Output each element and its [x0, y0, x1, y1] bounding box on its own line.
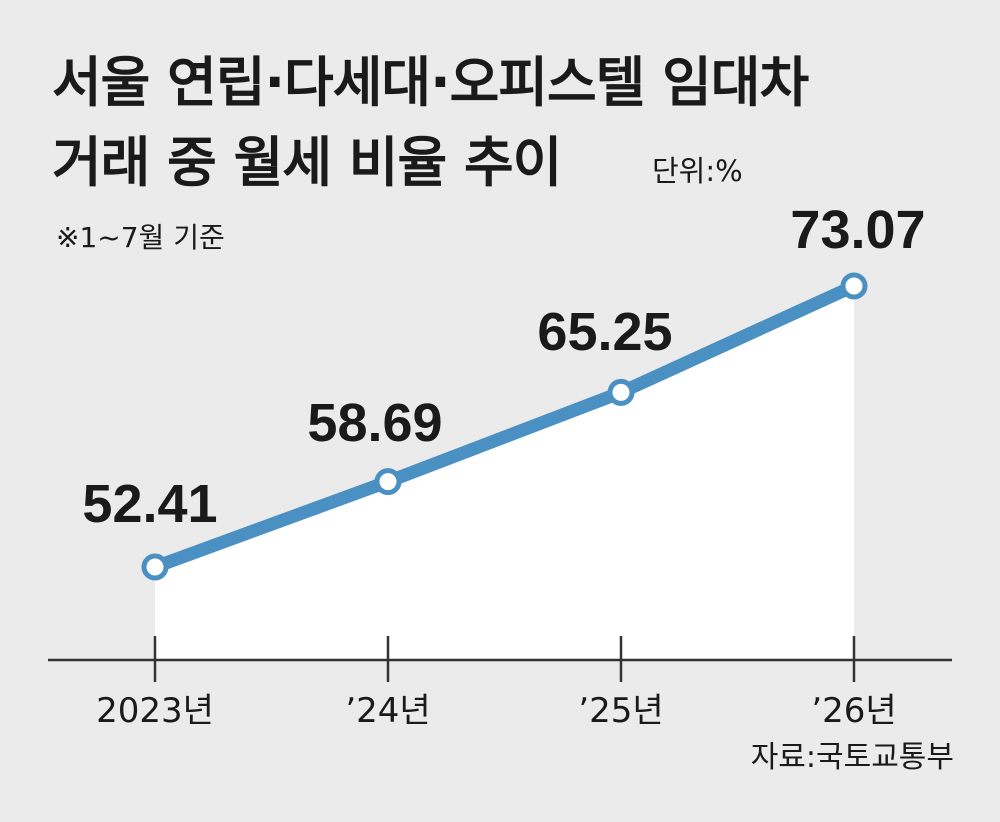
- area-fill: [155, 286, 854, 660]
- data-point: [840, 272, 868, 300]
- source-note: 자료:국토교통부: [750, 740, 954, 775]
- data-label: 73.07: [790, 200, 925, 260]
- data-label: 58.69: [307, 393, 442, 453]
- data-point: [141, 553, 169, 581]
- chart-title-line2: 거래 중 월세 비율 추이: [52, 131, 562, 194]
- data-label: 52.41: [82, 474, 217, 534]
- chart-title-line1: 서울 연립·다세대·오피스텔 임대차: [52, 51, 809, 114]
- data-point: [607, 378, 635, 406]
- x-tick-label: ’24년: [345, 691, 430, 731]
- unit-label: 단위:%: [652, 154, 743, 188]
- x-tick-label: ’25년: [578, 691, 663, 731]
- x-tick-label: 2023년: [96, 691, 214, 731]
- series-line: [148, 279, 861, 574]
- basis-note: ※1~7월 기준: [56, 221, 225, 254]
- x-tick-label: ’26년: [811, 691, 896, 731]
- data-label: 65.25: [537, 302, 672, 362]
- data-point: [374, 468, 402, 496]
